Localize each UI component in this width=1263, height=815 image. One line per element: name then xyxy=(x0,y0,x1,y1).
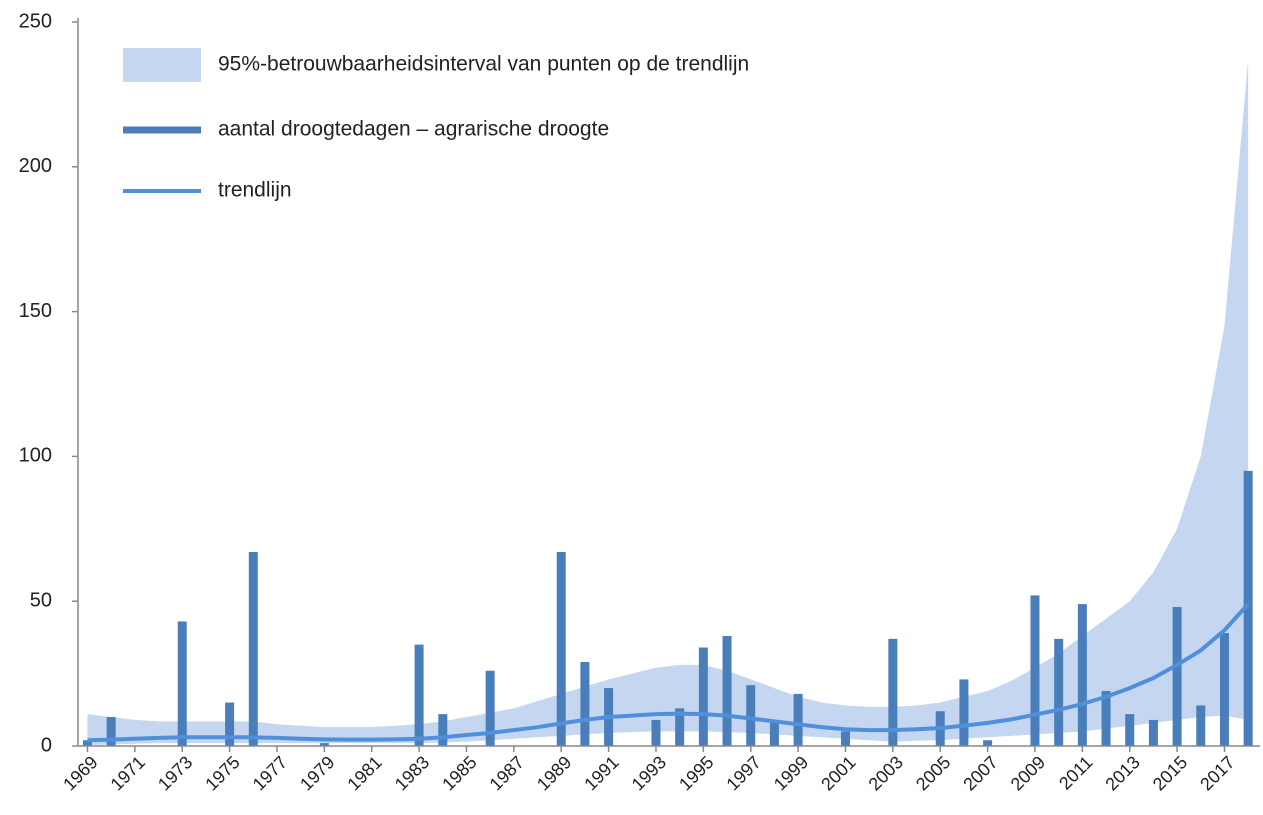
trend-line xyxy=(87,602,1250,743)
x-tick-label: 1979 xyxy=(296,752,338,794)
bar xyxy=(485,670,495,746)
bar xyxy=(1196,705,1206,746)
bar xyxy=(675,708,685,746)
bar xyxy=(556,551,566,746)
x-tick-label: 1997 xyxy=(722,752,764,794)
x-tick-label: 1981 xyxy=(343,752,385,794)
bar xyxy=(1054,638,1064,746)
x-tick-label: 1985 xyxy=(438,752,480,794)
x-tick-label: 2003 xyxy=(865,752,907,794)
y-tick-label: 100 xyxy=(19,445,52,467)
x-tick-label: 1989 xyxy=(533,752,575,794)
x-tick-label: 1973 xyxy=(154,752,196,794)
x-tick-label: 2017 xyxy=(1196,752,1238,794)
x-tick-label: 2015 xyxy=(1149,752,1191,794)
x-tick-label: 2013 xyxy=(1101,752,1143,794)
x-tick-label: 2001 xyxy=(817,752,859,794)
bar xyxy=(698,647,708,746)
bar xyxy=(248,551,258,746)
x-tick-label: 1995 xyxy=(675,752,717,794)
bar xyxy=(1219,633,1229,746)
bar xyxy=(983,740,993,746)
confidence-band xyxy=(87,59,1249,746)
bar xyxy=(106,717,116,746)
x-tick-label: 2011 xyxy=(1055,752,1097,794)
bar xyxy=(414,644,424,746)
x-tick-label: 1969 xyxy=(59,752,101,794)
bar xyxy=(225,702,235,746)
x-tick-label: 1971 xyxy=(107,752,149,794)
legend-label: trendlijn xyxy=(218,179,292,202)
bar xyxy=(769,722,779,746)
bar xyxy=(959,679,969,746)
bar xyxy=(1148,719,1158,746)
bar xyxy=(82,740,92,746)
legend-label: 95%-betrouwbaarheidsinterval van punten … xyxy=(218,53,749,76)
bar xyxy=(1101,690,1111,746)
x-tick-label: 2009 xyxy=(1007,752,1049,794)
x-tick-label: 1987 xyxy=(486,752,528,794)
bar xyxy=(840,731,850,746)
y-tick-label: 0 xyxy=(41,734,52,756)
bar xyxy=(746,685,756,746)
bar xyxy=(1030,595,1040,746)
bar xyxy=(1077,604,1087,746)
x-tick-label: 1991 xyxy=(580,752,622,794)
x-tick-label: 1993 xyxy=(628,752,670,794)
legend-swatch xyxy=(123,48,201,82)
y-tick-label: 50 xyxy=(30,589,52,611)
bar xyxy=(1125,714,1135,746)
x-tick-label: 2005 xyxy=(912,752,954,794)
bar xyxy=(722,635,732,746)
bar xyxy=(1243,470,1253,746)
x-tick-label: 2007 xyxy=(959,752,1001,794)
y-tick-label: 250 xyxy=(19,10,52,32)
y-tick-label: 150 xyxy=(19,300,52,322)
legend-label: aantal droogtedagen – agrarische droogte xyxy=(218,118,609,141)
bar xyxy=(580,662,590,746)
x-tick-label: 1975 xyxy=(201,752,243,794)
y-tick-label: 200 xyxy=(19,155,52,177)
bar xyxy=(793,693,803,746)
x-tick-label: 1983 xyxy=(391,752,433,794)
bar xyxy=(438,714,448,746)
bar xyxy=(177,621,187,746)
bar xyxy=(319,743,329,746)
x-tick-label: 1999 xyxy=(770,752,812,794)
bar xyxy=(888,638,898,746)
bar xyxy=(1172,606,1182,746)
bar xyxy=(651,719,661,746)
x-tick-label: 1977 xyxy=(249,752,291,794)
